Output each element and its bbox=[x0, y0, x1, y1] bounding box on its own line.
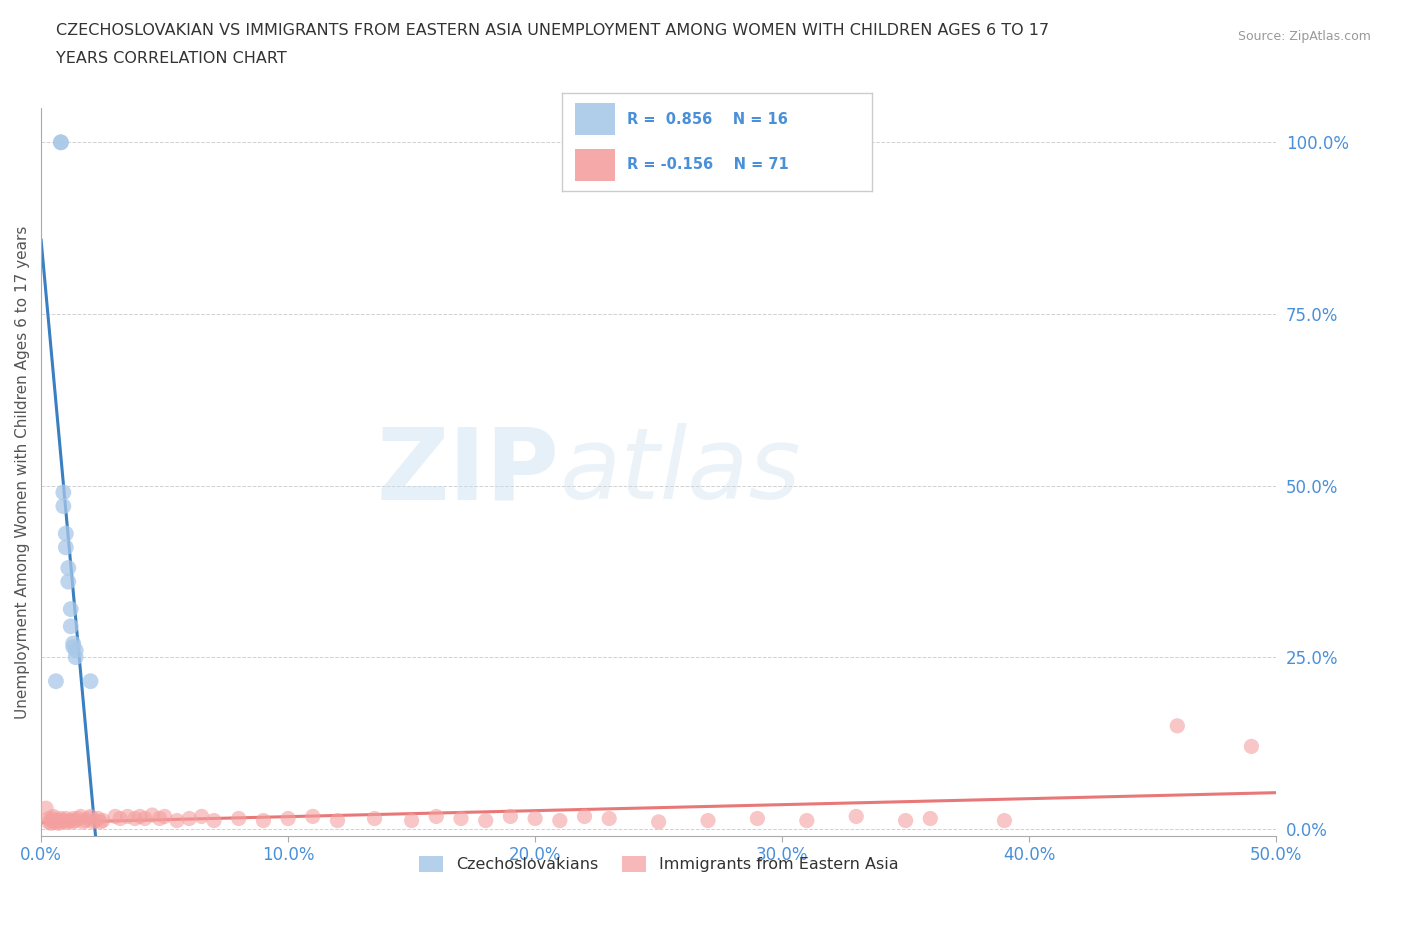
Point bbox=[52, 498, 75, 513]
Point bbox=[62, 636, 84, 651]
Point bbox=[117, 809, 139, 824]
Point bbox=[45, 813, 67, 828]
Point bbox=[401, 813, 423, 828]
Point bbox=[153, 809, 176, 824]
Bar bbox=[575, 103, 614, 135]
Point bbox=[87, 811, 110, 826]
Point bbox=[574, 809, 596, 824]
Point bbox=[45, 673, 67, 688]
Point bbox=[326, 813, 349, 828]
Text: YEARS CORRELATION CHART: YEARS CORRELATION CHART bbox=[56, 51, 287, 66]
Point bbox=[49, 135, 72, 150]
Point bbox=[79, 673, 101, 688]
Bar bbox=[575, 149, 614, 180]
Point bbox=[129, 809, 152, 824]
Point bbox=[58, 815, 80, 830]
Text: R = -0.156    N = 71: R = -0.156 N = 71 bbox=[627, 157, 789, 172]
Point bbox=[1166, 718, 1188, 733]
Point bbox=[59, 813, 82, 828]
Point bbox=[796, 813, 818, 828]
Point bbox=[845, 809, 868, 824]
Point bbox=[67, 811, 90, 826]
Point bbox=[59, 618, 82, 633]
Point bbox=[45, 815, 67, 830]
Point bbox=[58, 574, 80, 589]
Point bbox=[42, 811, 65, 826]
Text: CZECHOSLOVAKIAN VS IMMIGRANTS FROM EASTERN ASIA UNEMPLOYMENT AMONG WOMEN WITH CH: CZECHOSLOVAKIAN VS IMMIGRANTS FROM EASTE… bbox=[56, 23, 1049, 38]
Point bbox=[252, 813, 274, 828]
Text: ZIP: ZIP bbox=[377, 423, 560, 520]
Point bbox=[65, 813, 87, 828]
Point bbox=[42, 815, 65, 830]
Point bbox=[55, 815, 77, 830]
Point bbox=[84, 813, 107, 828]
Point bbox=[524, 811, 547, 826]
Point bbox=[65, 650, 87, 665]
Point bbox=[62, 815, 84, 830]
Point bbox=[38, 811, 60, 826]
Point bbox=[39, 816, 62, 830]
Point bbox=[52, 485, 75, 499]
Point bbox=[55, 540, 77, 555]
Point bbox=[77, 811, 100, 826]
Point bbox=[1240, 739, 1263, 754]
Point bbox=[228, 811, 250, 826]
Point bbox=[277, 811, 299, 826]
Point bbox=[141, 807, 163, 822]
Point bbox=[124, 811, 146, 826]
Point bbox=[62, 640, 84, 655]
Point bbox=[474, 813, 496, 828]
Point bbox=[58, 561, 80, 576]
Point bbox=[920, 811, 942, 826]
Point bbox=[190, 809, 212, 824]
Point bbox=[75, 813, 97, 828]
Point bbox=[134, 811, 156, 826]
Point bbox=[55, 526, 77, 541]
Text: Source: ZipAtlas.com: Source: ZipAtlas.com bbox=[1237, 30, 1371, 43]
Point bbox=[52, 813, 75, 828]
Point bbox=[647, 815, 669, 830]
Text: atlas: atlas bbox=[560, 423, 801, 520]
Point bbox=[301, 809, 323, 824]
Point bbox=[425, 809, 447, 824]
Point bbox=[49, 135, 72, 150]
Point bbox=[65, 643, 87, 658]
Point bbox=[48, 813, 70, 828]
Point bbox=[35, 801, 58, 816]
Point bbox=[42, 809, 65, 824]
Point bbox=[49, 815, 72, 830]
Point bbox=[499, 809, 522, 824]
Y-axis label: Unemployment Among Women with Children Ages 6 to 17 years: Unemployment Among Women with Children A… bbox=[15, 225, 30, 719]
Point bbox=[91, 813, 114, 828]
Point bbox=[39, 813, 62, 828]
Point bbox=[149, 811, 172, 826]
Point bbox=[69, 809, 91, 824]
Point bbox=[82, 815, 104, 830]
Point bbox=[166, 813, 188, 828]
Point bbox=[747, 811, 769, 826]
Point bbox=[38, 815, 60, 830]
Point bbox=[49, 811, 72, 826]
Point bbox=[55, 811, 77, 826]
Point bbox=[697, 813, 720, 828]
Point bbox=[993, 813, 1015, 828]
Point bbox=[72, 815, 94, 830]
Point bbox=[59, 602, 82, 617]
Point bbox=[598, 811, 620, 826]
Point bbox=[89, 815, 111, 830]
Point bbox=[79, 809, 101, 824]
Point bbox=[548, 813, 571, 828]
Point bbox=[48, 816, 70, 830]
Point bbox=[179, 811, 201, 826]
Point bbox=[202, 813, 225, 828]
Point bbox=[108, 811, 131, 826]
Point bbox=[104, 809, 127, 824]
Legend: Czechoslovakians, Immigrants from Eastern Asia: Czechoslovakians, Immigrants from Easter… bbox=[412, 849, 904, 879]
Point bbox=[894, 813, 917, 828]
Text: R =  0.856    N = 16: R = 0.856 N = 16 bbox=[627, 112, 789, 126]
Point bbox=[363, 811, 385, 826]
Point bbox=[62, 811, 84, 826]
Point bbox=[450, 811, 472, 826]
